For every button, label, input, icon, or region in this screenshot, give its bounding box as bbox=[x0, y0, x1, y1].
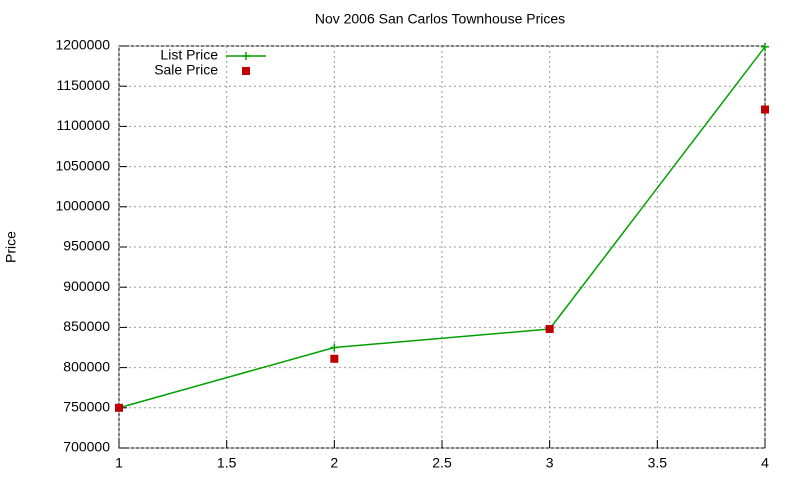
legend-label: Sale Price bbox=[154, 62, 218, 78]
x-tick-label: 3.5 bbox=[648, 455, 668, 471]
point bbox=[545, 325, 554, 334]
y-tick-label: 1050000 bbox=[55, 157, 110, 173]
line bbox=[118, 46, 766, 409]
x-tick-label: 1.5 bbox=[217, 455, 237, 471]
point bbox=[330, 343, 339, 352]
x-tick-label: 2.5 bbox=[432, 455, 452, 471]
point bbox=[115, 403, 123, 412]
x-tick-label: 1 bbox=[115, 455, 123, 471]
legend-marker bbox=[242, 52, 250, 60]
y-tick-label: 1000000 bbox=[55, 198, 110, 214]
chart-title: Nov 2006 San Carlos Townhouse Prices bbox=[315, 11, 565, 27]
y-tick-label: 1100000 bbox=[57, 117, 111, 133]
x-tick-label: 2 bbox=[330, 455, 338, 471]
x-tick-label: 3 bbox=[546, 455, 554, 471]
y-tick-label: 950000 bbox=[63, 238, 110, 254]
y-tick-label: 1150000 bbox=[57, 77, 111, 93]
point bbox=[761, 42, 769, 51]
y-tick-label: 750000 bbox=[63, 399, 110, 415]
point bbox=[761, 105, 769, 114]
y-tick-label: 700000 bbox=[63, 439, 110, 455]
point bbox=[330, 354, 339, 363]
y-tick-label: 900000 bbox=[63, 278, 110, 294]
y-axis-label: Price bbox=[3, 231, 19, 263]
y-tick-label: 850000 bbox=[63, 318, 110, 334]
legend-marker bbox=[242, 67, 250, 75]
y-tick-label: 800000 bbox=[63, 358, 110, 374]
x-tick-label: 4 bbox=[761, 455, 769, 471]
legend-label: List Price bbox=[160, 47, 218, 63]
y-tick-label: 1200000 bbox=[55, 37, 110, 53]
